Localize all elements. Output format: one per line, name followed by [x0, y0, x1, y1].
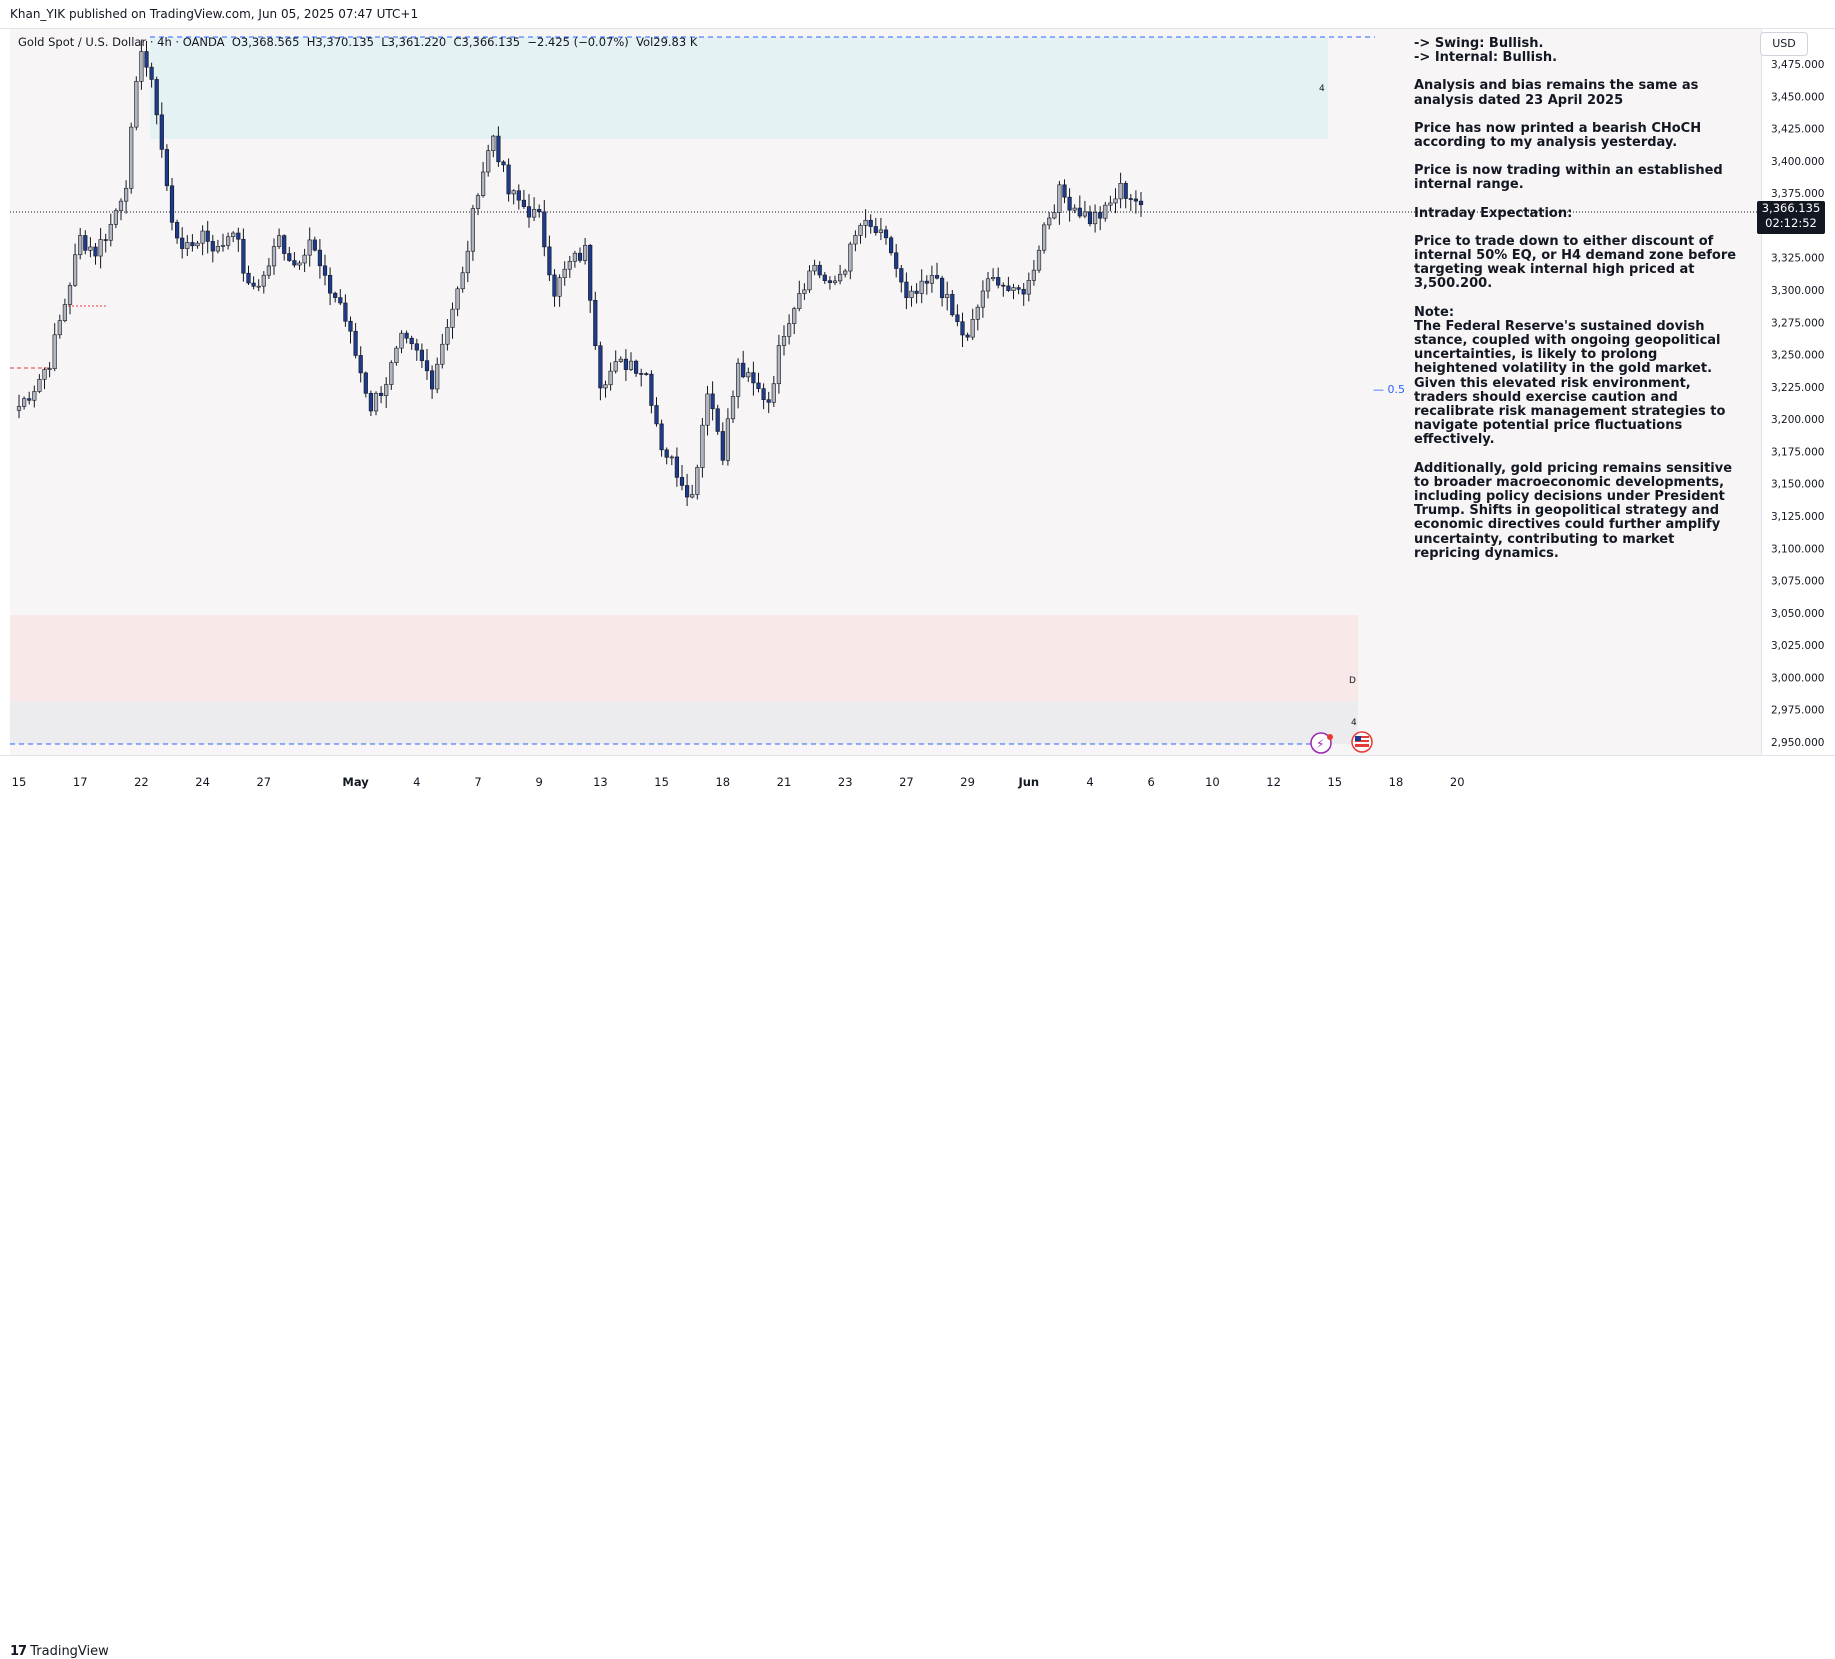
price-axis[interactable]: 3,475.000 3,450.000 3,425.000 3,400.000 3,37…	[1761, 29, 1835, 777]
symbol-name[interactable]: Gold Spot / U.S. Dollar · 4h · OANDA	[18, 35, 225, 49]
price-tick-label: 3,200.000	[1771, 414, 1824, 426]
time-axis-labels: 15 17 22 24 27 May 4 7 9 13 15 18 21 23 27 29 Jun 4 6 10 12 1…	[12, 775, 1465, 789]
time-tick-label: May	[342, 775, 369, 789]
analysis-p5: Price to trade down to either discount o…	[1414, 233, 1737, 292]
time-tick-label: 13	[593, 775, 608, 789]
time-tick-label: 24	[195, 775, 210, 789]
ohlc-close: C3,366.135	[453, 35, 521, 49]
time-tick-label: 23	[838, 775, 853, 789]
time-tick-label: 27	[256, 775, 271, 789]
time-tick-label: 18	[1389, 775, 1404, 789]
price-tick-label: 3,175.000	[1771, 446, 1824, 458]
time-axis[interactable]: 15 17 22 24 27 May 4 7 9 13 15 18 21 23 27 29 Jun 4 6 10 12 1…	[0, 755, 1835, 812]
currency-button[interactable]: USD	[1760, 32, 1808, 56]
price-tick-label: 3,100.000	[1771, 543, 1824, 555]
time-tick-label: 20	[1450, 775, 1465, 789]
price-axis-labels: 3,475.000 3,450.000 3,425.000 3,400.000 3,37…	[1771, 59, 1824, 777]
price-tick-label: 3,050.000	[1771, 608, 1824, 620]
header-bar: Khan_YIK published on TradingView.com, J…	[0, 0, 1835, 29]
tv-logo-icon: 17	[10, 1644, 27, 1659]
price-tick-label: 3,225.000	[1771, 382, 1824, 394]
publisher-text: Khan_YIK published on TradingView.com, J…	[10, 7, 419, 21]
ohlc-high: H3,370.135	[306, 35, 374, 49]
time-tick-label: 10	[1205, 775, 1220, 789]
time-tick-label: 9	[536, 775, 543, 789]
price-tick-label: 3,375.000	[1771, 188, 1824, 200]
current-price-value: 3,366.135	[1761, 201, 1821, 215]
time-tick-label: 7	[474, 775, 481, 789]
price-tick-label: 3,400.000	[1771, 156, 1824, 168]
analysis-p3: Price is now trading within an establish…	[1414, 163, 1723, 193]
price-tick-label: 3,475.000	[1771, 59, 1824, 71]
time-tick-label: 29	[960, 775, 975, 789]
price-tick-label: 3,325.000	[1771, 253, 1824, 265]
time-tick-label: 4	[413, 775, 420, 789]
price-tick-label: 3,425.000	[1771, 124, 1824, 136]
price-tick-label: 3,125.000	[1771, 511, 1824, 523]
price-tick-label: 3,075.000	[1771, 576, 1824, 588]
current-price-badge: 3,366.135 02:12:52	[1757, 201, 1825, 234]
symbol-info: Gold Spot / U.S. Dollar · 4h · OANDA O3,…	[18, 35, 697, 49]
ohlc-low: L3,361.220	[381, 35, 447, 49]
time-tick-label: 27	[899, 775, 914, 789]
analysis-text: -> Swing: Bullish. -> Internal: Bullish.…	[1414, 36, 1739, 575]
time-tick-label: 17	[73, 775, 88, 789]
price-tick-label: 3,025.000	[1771, 640, 1824, 652]
bar-countdown: 02:12:52	[1765, 216, 1817, 230]
ohlc-change: −2.425 (−0.07%)	[527, 35, 629, 49]
time-tick-label: Jun	[1017, 775, 1039, 789]
price-tick-label: 3,150.000	[1771, 479, 1824, 491]
price-tick-label: 2,950.000	[1771, 737, 1824, 749]
tv-logo-text: TradingView	[30, 1644, 109, 1659]
time-tick-label: 6	[1148, 775, 1155, 789]
note-text: The Federal Reserve's sustained dovish s…	[1414, 318, 1726, 448]
price-tick-label: 2,975.000	[1771, 705, 1824, 717]
time-tick-label: 21	[777, 775, 792, 789]
time-tick-label: 15	[12, 775, 27, 789]
time-tick-label: 12	[1266, 775, 1281, 789]
volume: Vol29.83 K	[636, 35, 698, 49]
time-tick-label: 15	[654, 775, 669, 789]
price-tick-label: 3,300.000	[1771, 285, 1824, 297]
note-title: Note:	[1414, 304, 1455, 320]
price-tick-label: 3,250.000	[1771, 350, 1824, 362]
tradingview-logo[interactable]: 17 TradingView	[10, 1644, 109, 1659]
time-tick-label: 15	[1327, 775, 1342, 789]
analysis-p2: Price has now printed a bearish CHoCH ac…	[1414, 120, 1702, 151]
time-tick-label: 4	[1086, 775, 1093, 789]
internal-bias: -> Internal: Bullish.	[1414, 50, 1558, 66]
price-tick-label: 3,275.000	[1771, 317, 1824, 329]
price-tick-label: 3,450.000	[1771, 91, 1824, 103]
footer: 17 TradingView	[0, 820, 1835, 1659]
swing-bias: -> Swing: Bullish.	[1414, 36, 1544, 51]
time-tick-label: 22	[134, 775, 149, 789]
price-tick-label: 3,000.000	[1771, 672, 1824, 684]
time-tick-label: 18	[715, 775, 730, 789]
analysis-p4: Intraday Expectation:	[1414, 205, 1573, 221]
analysis-p1: Analysis and bias remains the same as an…	[1414, 78, 1699, 108]
analysis-p6: Additionally, gold pricing remains sensi…	[1414, 460, 1733, 561]
ohlc-open: O3,368.565	[231, 35, 300, 49]
